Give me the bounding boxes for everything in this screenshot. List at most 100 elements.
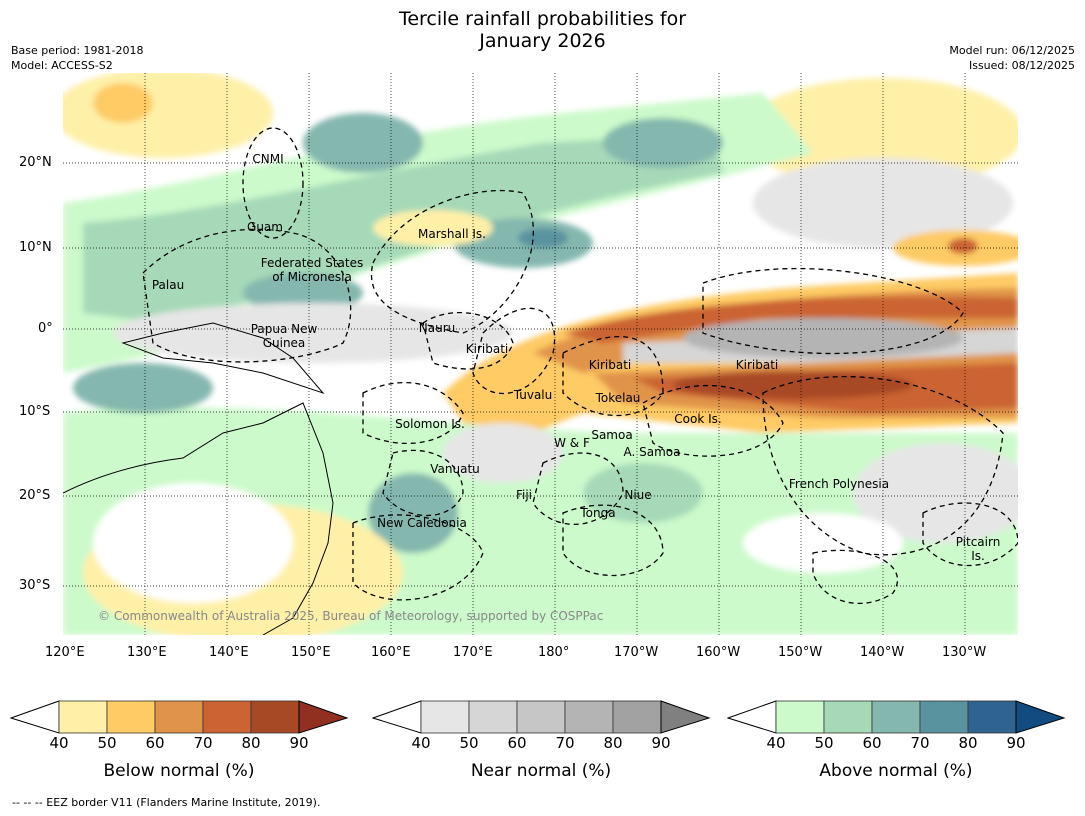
- label-cnmi: CNMI: [252, 152, 284, 166]
- label-png: Papua New Guinea: [251, 322, 318, 350]
- eez-legend: -- -- -- EEZ border V11 (Flanders Marine…: [12, 796, 321, 809]
- label-tonga: Tonga: [580, 506, 616, 520]
- lon-tick: 170°W: [614, 645, 659, 660]
- map-canvas: [63, 73, 1018, 635]
- label-tuvalu: Tuvalu: [513, 388, 553, 402]
- colorbar-segment: [564, 700, 614, 734]
- label-solomon: Solomon Is.: [395, 417, 465, 431]
- colorbar-segment: [823, 700, 873, 734]
- label-marshall: Marshall Is.: [418, 227, 486, 241]
- label-wallis-futuna: W & F: [554, 436, 590, 450]
- lon-tick: 140°E: [209, 645, 249, 660]
- colorbar-segment: [106, 700, 156, 734]
- label-png-line1: Papua New: [250, 322, 318, 336]
- label-new-caledonia: New Caledonia: [377, 516, 467, 530]
- label-kiribati-central: Kiribati: [588, 358, 632, 372]
- base-period: Base period: 1981-2018: [11, 44, 144, 57]
- lon-tick: 180°: [538, 645, 570, 660]
- colorbar-tick: 70: [555, 734, 575, 752]
- copyright-notice: © Commonwealth of Australia 2025, Bureau…: [98, 609, 604, 623]
- colorbar-tick: 40: [766, 734, 786, 752]
- lon-tick: 160°W: [696, 645, 741, 660]
- label-fsm: Federated States of Micronesia: [261, 256, 363, 284]
- label-fiji: Fiji: [515, 488, 533, 502]
- colorbar-above-normal: [727, 700, 1066, 734]
- colorbar-title: Near normal (%): [470, 761, 612, 781]
- label-png-line2: Guinea: [262, 336, 306, 350]
- colorbar-segment: [612, 700, 662, 734]
- label-guam: Guam: [247, 220, 283, 234]
- header-left: Base period: 1981-2018 Model: ACCESS-S2: [11, 43, 143, 73]
- colorbar-tick: 70: [193, 734, 213, 752]
- colorbar-segment: [871, 700, 921, 734]
- colorbar-tick: 90: [289, 734, 309, 752]
- lon-tick: 120°E: [45, 645, 85, 660]
- colorbar-near-normal: [372, 700, 711, 734]
- colorbar-min-extend: [372, 700, 422, 734]
- label-french-polynesia: French Polynesia: [788, 477, 890, 491]
- colorbar-segment: [250, 700, 300, 734]
- colorbar-tick: 40: [49, 734, 69, 752]
- colorbar-segment: [202, 700, 252, 734]
- colorbar-tick: 70: [910, 734, 930, 752]
- label-cook: Cook Is.: [674, 412, 722, 426]
- label-fsm-line2: of Micronesia: [272, 270, 352, 284]
- eez-borders: [142, 127, 1018, 605]
- colorbar-max-extend: [1015, 700, 1066, 734]
- colorbar-tick: 60: [862, 734, 882, 752]
- map-title: Tercile rainfall probabilities for Janua…: [0, 8, 1085, 52]
- label-nauru: Nauru: [418, 321, 456, 335]
- colorbar-min-extend: [10, 700, 60, 734]
- label-palau: Palau: [151, 278, 185, 292]
- colorbar-tick: 90: [1006, 734, 1026, 752]
- colorbar-min-extend: [727, 700, 777, 734]
- colorbar-tick: 80: [241, 734, 261, 752]
- lon-tick: 160°E: [371, 645, 411, 660]
- label-pitcairn: Pitcairn Is.: [956, 535, 1001, 563]
- lat-tick: 20°N: [19, 155, 52, 170]
- header-right: Model run: 06/12/2025 Issued: 08/12/2025: [949, 43, 1075, 73]
- colorbar-tick: 40: [411, 734, 431, 752]
- label-pitcairn-line2: Is.: [971, 549, 985, 563]
- colorbar-segment: [420, 700, 470, 734]
- model-name: Model: ACCESS-S2: [11, 59, 113, 72]
- graticule: [63, 73, 1018, 635]
- label-tokelau: Tokelau: [595, 391, 641, 405]
- colorbar-segment: [154, 700, 204, 734]
- label-kiribati-east: Kiribati: [735, 358, 779, 372]
- lat-tick: 30°S: [19, 578, 51, 593]
- title-line-2: January 2026: [479, 30, 606, 52]
- lon-tick: 150°W: [778, 645, 823, 660]
- lat-tick: 0°: [38, 321, 53, 336]
- colorbar-segment: [58, 700, 108, 734]
- lat-tick: 20°S: [19, 488, 51, 503]
- colorbar-tick: 60: [507, 734, 527, 752]
- title-line-1: Tercile rainfall probabilities for: [398, 8, 687, 30]
- colorbar-title: Above normal (%): [819, 761, 973, 781]
- colorbar-tick: 90: [651, 734, 671, 752]
- lat-tick: 10°N: [19, 240, 52, 255]
- colorbar-segment: [775, 700, 825, 734]
- colorbar-tick: 50: [459, 734, 479, 752]
- model-run: Model run: 06/12/2025: [949, 44, 1075, 57]
- label-american-samoa: A. Samoa: [623, 445, 681, 459]
- colorbar-tick: 80: [603, 734, 623, 752]
- colorbar-max-extend: [660, 700, 711, 734]
- colorbar-segment: [516, 700, 566, 734]
- colorbar-title: Below normal (%): [103, 761, 255, 781]
- colorbar-segment: [919, 700, 969, 734]
- lon-tick: 130°E: [127, 645, 167, 660]
- lon-tick: 130°W: [942, 645, 987, 660]
- label-fsm-line1: Federated States: [260, 256, 364, 270]
- colorbar-segment: [967, 700, 1017, 734]
- colorbar-segment: [468, 700, 518, 734]
- coastlines: [63, 322, 334, 635]
- label-samoa: Samoa: [591, 428, 633, 442]
- colorbar-tick: 80: [958, 734, 978, 752]
- lon-tick: 140°W: [860, 645, 905, 660]
- lat-tick: 10°S: [19, 404, 51, 419]
- probability-fields: [63, 73, 1018, 635]
- colorbar-tick: 60: [145, 734, 165, 752]
- label-vanuatu: Vanuatu: [430, 462, 480, 476]
- probability-map: [63, 73, 1018, 635]
